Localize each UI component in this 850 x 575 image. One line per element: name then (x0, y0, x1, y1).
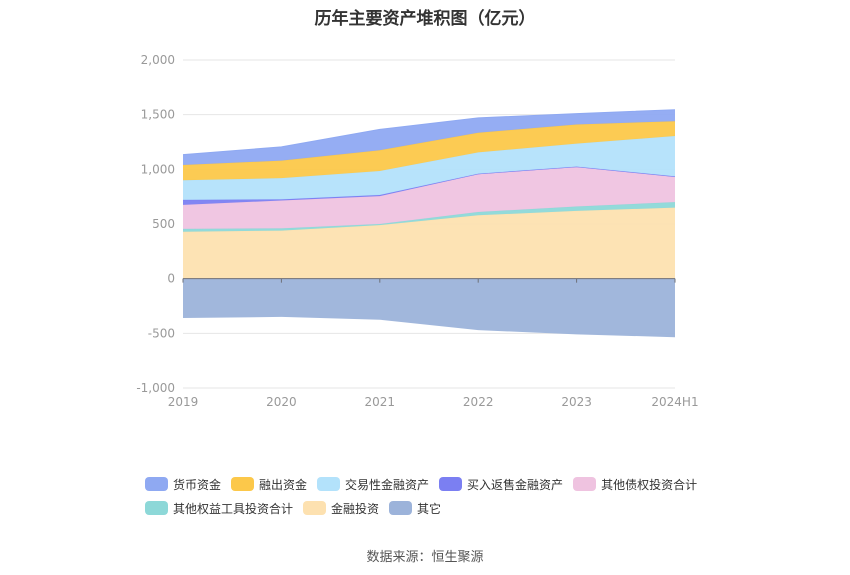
y-tick-label: 1,500 (141, 108, 175, 122)
series-area-其他权益工具投资合计 (183, 202, 675, 232)
x-tick-label: 2024H1 (651, 395, 698, 409)
legend-label: 金融投资 (331, 501, 380, 516)
y-tick-label: -500 (148, 326, 175, 340)
chart-title: 历年主要资产堆积图（亿元） (314, 9, 536, 29)
legend-swatch (231, 477, 255, 491)
legend-swatch (303, 501, 327, 515)
y-tick-label: 2,000 (141, 53, 175, 67)
y-tick-label: -1,000 (136, 381, 175, 395)
legend-row: 货币资金 融出资金 交易性金融资产 买入返售金融资产 其他债权投资合计 (145, 472, 745, 496)
legend-label: 货币资金 (173, 477, 222, 492)
y-tick-label: 0 (167, 272, 175, 286)
y-tick-label: 500 (152, 217, 175, 231)
series-area-其他债权投资合计 (183, 167, 675, 229)
x-tick-label: 2020 (266, 395, 297, 409)
legend-label: 交易性金融资产 (345, 477, 430, 492)
legend-swatch (317, 477, 341, 491)
legend-label: 其它 (417, 501, 442, 516)
legend-item[interactable]: 买入返售金融资产 (439, 476, 563, 493)
series-area-交易性金融资产 (183, 136, 675, 200)
chart-legend: 货币资金 融出资金 交易性金融资产 买入返售金融资产 其他债权投资合计 其他权益工具投资… (145, 472, 745, 520)
legend-swatch (145, 501, 168, 515)
x-tick-label: 2022 (463, 395, 494, 409)
x-tick-label: 2021 (365, 395, 396, 409)
legend-row: 其他权益工具投资合计 金融投资 其它 (145, 496, 745, 520)
data-source-note: 数据来源：恒生聚源 (366, 550, 484, 565)
x-tick-label: 2019 (168, 395, 199, 409)
series-area-买入返售金融资产 (183, 166, 675, 205)
legend-item[interactable]: 其他权益工具投资合计 (145, 500, 293, 517)
series-area-货币资金 (183, 109, 675, 165)
series-edge-货币资金 (182, 109, 676, 156)
area-layer (182, 109, 676, 338)
legend-item[interactable]: 其它 (389, 500, 441, 517)
series-area-金融投资 (183, 207, 675, 279)
series-area-融出资金 (183, 121, 675, 181)
legend-swatch (439, 477, 463, 491)
legend-item[interactable]: 其他债权投资合计 (573, 476, 697, 493)
legend-swatch (573, 477, 597, 491)
legend-item[interactable]: 金融投资 (303, 500, 379, 517)
legend-label: 其他权益工具投资合计 (173, 501, 294, 516)
y-tick-label: 1,000 (141, 162, 175, 176)
legend-item[interactable]: 货币资金 (145, 476, 221, 493)
legend-item[interactable]: 交易性金融资产 (317, 476, 429, 493)
legend-item[interactable]: 融出资金 (231, 476, 307, 493)
legend-swatch (389, 501, 413, 515)
legend-swatch (145, 477, 168, 491)
x-tick-label: 2023 (561, 395, 592, 409)
legend-label: 其他债权投资合计 (601, 477, 698, 492)
legend-label: 买入返售金融资产 (467, 477, 564, 492)
series-area-其它 (183, 278, 675, 338)
legend-label: 融出资金 (259, 477, 308, 492)
